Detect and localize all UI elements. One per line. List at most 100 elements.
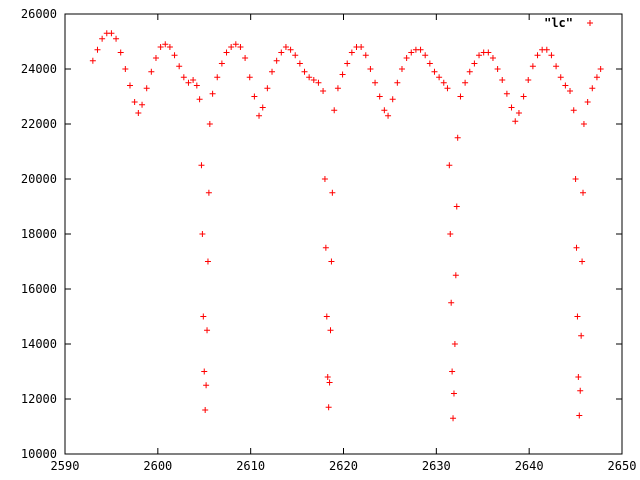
y-axis: 10000 12000 14000 16000 18000 20000 22000 24000… — [21, 7, 622, 461]
data-point — [269, 68, 276, 75]
data-point — [422, 52, 429, 59]
data-point — [196, 96, 203, 103]
data-point — [575, 374, 582, 380]
y-tick-label: 16000 — [21, 282, 57, 296]
data-point — [362, 52, 369, 59]
data-point — [440, 79, 447, 86]
data-point — [339, 71, 346, 78]
data-point — [344, 60, 351, 67]
data-point — [306, 74, 313, 81]
data-point — [190, 77, 197, 83]
data-point — [143, 85, 150, 92]
data-point — [223, 49, 230, 56]
data-point — [394, 79, 401, 86]
data-point — [466, 68, 473, 75]
data-point — [580, 121, 587, 127]
data-point — [573, 244, 580, 251]
data-point — [444, 85, 451, 92]
data-point — [171, 52, 178, 59]
data-point — [381, 107, 388, 114]
data-point — [570, 107, 577, 114]
data-point — [324, 374, 331, 380]
data-point — [180, 74, 187, 81]
data-point — [242, 55, 249, 61]
data-point — [494, 66, 501, 72]
data-point — [328, 258, 335, 265]
data-point — [278, 49, 285, 56]
data-point — [358, 44, 365, 50]
data-point — [148, 68, 155, 75]
data-point — [214, 74, 221, 81]
data-point — [185, 79, 192, 86]
data-point — [557, 74, 564, 81]
x-tick-label: 2640 — [515, 459, 544, 473]
data-point — [447, 231, 454, 237]
y-tick-label: 26000 — [21, 7, 57, 21]
data-point — [99, 35, 106, 42]
data-point — [135, 110, 142, 116]
data-point — [292, 52, 299, 59]
data-point — [282, 44, 289, 50]
data-point — [446, 162, 453, 169]
data-point — [376, 93, 383, 100]
y-tick-label: 18000 — [21, 227, 57, 241]
data-point — [574, 313, 581, 320]
data-point — [296, 60, 303, 67]
data-point — [452, 272, 459, 279]
data-point — [200, 313, 207, 320]
data-point — [389, 96, 396, 103]
data-point — [534, 52, 541, 59]
data-point — [322, 244, 329, 251]
data-point — [450, 415, 457, 422]
data-point — [203, 382, 210, 389]
data-point — [503, 90, 510, 97]
y-tick-label: 24000 — [21, 62, 57, 76]
data-point — [204, 327, 211, 334]
data-point — [327, 327, 334, 334]
data-point — [454, 134, 461, 141]
data-point — [176, 63, 183, 70]
data-point — [320, 88, 327, 94]
data-point — [246, 74, 253, 81]
data-point — [471, 60, 478, 67]
data-point — [589, 85, 596, 92]
x-tick-label: 2610 — [236, 459, 265, 473]
y-tick-label: 10000 — [21, 447, 57, 461]
data-point — [325, 404, 332, 411]
data-point — [256, 112, 263, 119]
data-point — [525, 77, 532, 83]
data-point — [113, 35, 120, 42]
data-point — [562, 82, 569, 89]
data-point — [264, 85, 271, 92]
data-point — [449, 368, 456, 375]
data-point — [578, 332, 585, 339]
data-point — [548, 52, 555, 59]
data-point — [553, 63, 560, 70]
data-point — [453, 203, 460, 210]
legend-label: "lc" — [544, 16, 573, 30]
legend-marker — [587, 20, 593, 26]
data-point — [321, 176, 328, 182]
x-tick-label: 2620 — [329, 459, 358, 473]
x-axis: 2590 2600 2610 2620 2630 2640 2650 — [51, 14, 636, 473]
y-tick-label: 20000 — [21, 172, 57, 186]
x-tick-label: 2630 — [422, 459, 451, 473]
data-point — [593, 74, 600, 81]
data-point — [329, 189, 336, 196]
data-point — [450, 390, 457, 397]
data-point — [457, 93, 464, 100]
data-point — [417, 46, 424, 53]
data-point — [579, 258, 586, 265]
data-point — [237, 44, 244, 50]
data-point — [199, 231, 206, 237]
data-point — [251, 93, 258, 100]
data-point — [315, 79, 322, 86]
y-tick-label: 22000 — [21, 117, 57, 131]
data-point — [448, 299, 455, 306]
data-point — [108, 30, 115, 37]
data-point — [232, 41, 239, 48]
data-point — [209, 90, 216, 97]
data-point — [520, 93, 527, 100]
data-point — [408, 49, 415, 56]
data-point — [152, 55, 159, 61]
